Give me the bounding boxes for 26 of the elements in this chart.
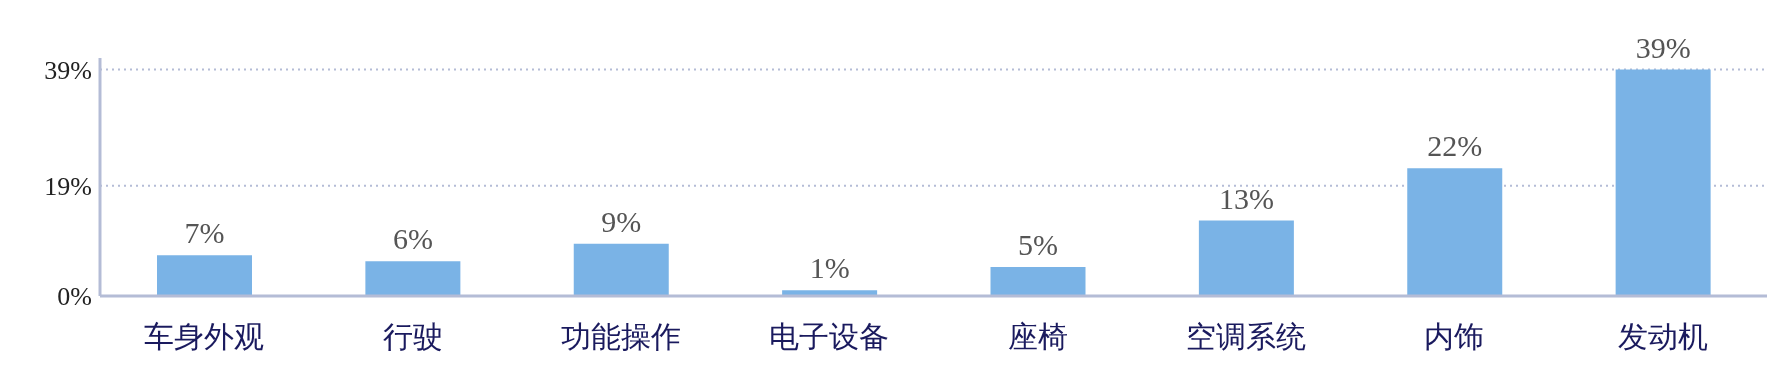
x-tick-label: 车身外观 [144,320,265,354]
data-label: 1% [809,251,850,285]
bar [1407,168,1503,296]
data-label: 6% [392,222,433,256]
x-tick-label: 座椅 [1007,320,1068,354]
bar [990,266,1086,296]
data-label: 39% [1635,30,1691,64]
data-label: 22% [1427,129,1483,163]
bar [1198,220,1294,296]
y-tick-label: 19% [44,171,92,201]
x-tick-label: 行驶 [382,320,443,354]
bar [157,255,252,296]
data-label: 9% [601,204,642,238]
x-tick-label: 功能操作 [560,320,681,354]
data-label: 13% [1218,181,1274,215]
bar [573,243,669,296]
x-tick-label: 电子设备 [769,320,890,354]
data-label: 7% [184,216,225,250]
y-tick-label: 0% [57,282,92,312]
data-label: 5% [1018,227,1058,261]
x-tick-label: 内饰 [1424,320,1485,354]
x-tick-label: 发动机 [1617,320,1708,354]
x-tick-label: 空调系统 [1186,320,1307,354]
bar [1615,69,1711,296]
bar [365,261,461,296]
y-tick-label: 39% [44,55,92,85]
